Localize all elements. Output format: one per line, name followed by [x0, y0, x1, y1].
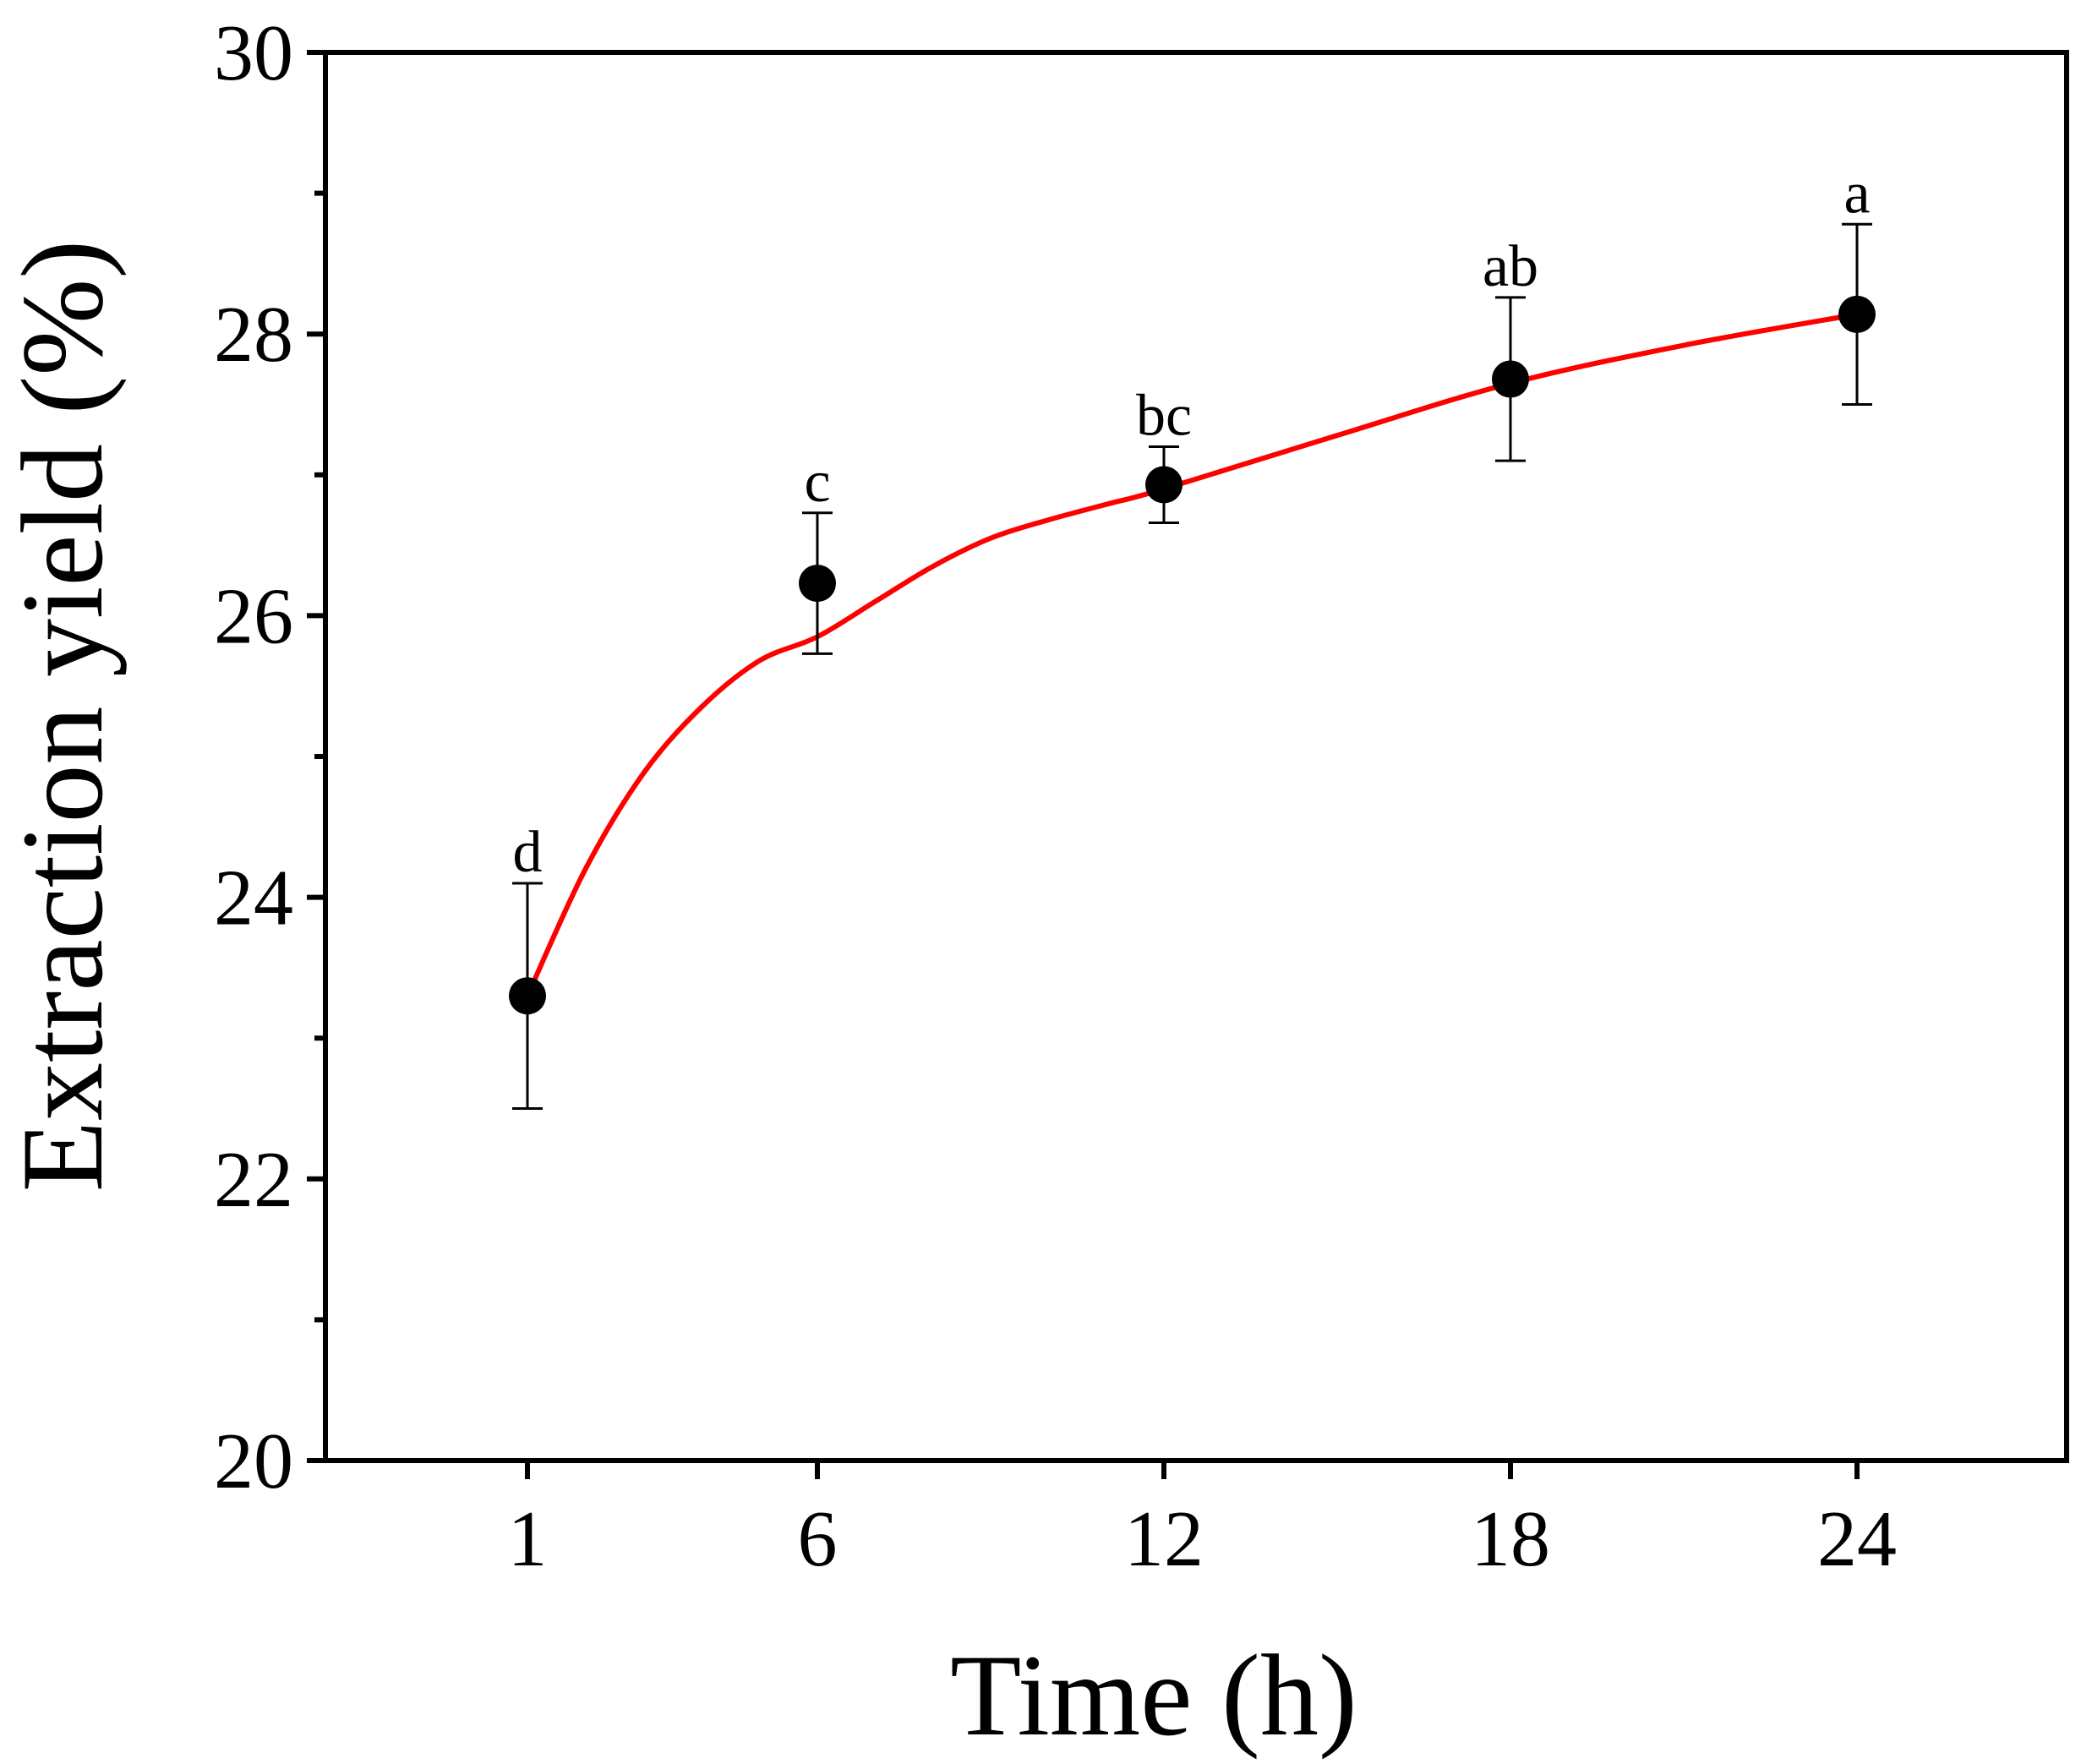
- x-tick-label: 12: [1124, 1495, 1204, 1583]
- y-tick-label: 26: [214, 572, 293, 660]
- x-axis-title: Time (h): [950, 1630, 1357, 1760]
- significance-label: d: [513, 820, 543, 885]
- y-tick-label: 22: [214, 1136, 293, 1224]
- label-layer: Time (h) Extraction yield (%) d c bc ab a: [0, 161, 1871, 1760]
- significance-label: a: [1843, 161, 1870, 226]
- data-point: [1145, 466, 1183, 504]
- y-tick-label: 28: [214, 291, 293, 379]
- significance-label: c: [804, 450, 830, 515]
- significance-label: ab: [1483, 234, 1538, 299]
- y-axis-title: Extraction yield (%): [0, 240, 127, 1193]
- data-point: [799, 565, 836, 603]
- x-tick-label: 6: [798, 1495, 838, 1583]
- point-layer: [509, 295, 1876, 1015]
- axes-layer: 20 22 24 26 28 30 1 6 12 18 24: [214, 9, 2069, 1583]
- y-tick-label: 30: [214, 9, 293, 97]
- data-point: [1838, 295, 1876, 333]
- data-point: [509, 977, 546, 1015]
- y-tick-label: 20: [214, 1417, 293, 1505]
- x-tick-label: 24: [1817, 1495, 1897, 1583]
- x-tick-label: 1: [508, 1495, 548, 1583]
- data-point: [1492, 360, 1529, 398]
- significance-label: bc: [1136, 383, 1192, 448]
- y-tick-label: 24: [214, 855, 293, 942]
- x-tick-label: 18: [1471, 1495, 1550, 1583]
